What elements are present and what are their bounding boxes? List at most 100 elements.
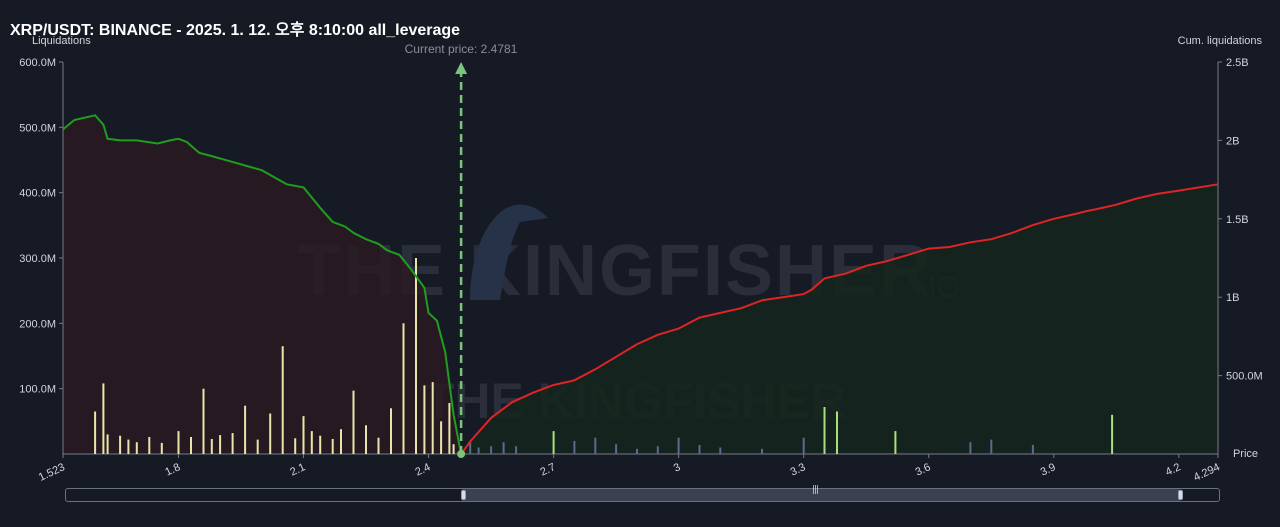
right-tick-label: 1B: [1226, 292, 1239, 304]
liquidation-bar: [202, 388, 205, 454]
liquidation-bar: [402, 323, 405, 454]
x-tick-label: 1.523: [37, 461, 67, 484]
liquidation-bar: [127, 439, 130, 454]
liquidation-bar: [319, 435, 322, 454]
x-tick-label: 4.2: [1164, 461, 1183, 478]
zoom-selection[interactable]: |||: [462, 485, 1180, 501]
zoom-grip-icon[interactable]: |||: [812, 485, 819, 495]
liquidation-bar: [761, 448, 763, 454]
liquidation-bar: [452, 444, 455, 454]
chart-title: XRP/USDT: BINANCE - 2025. 1. 12. 오후 8:10…: [10, 22, 461, 39]
liquidation-bar: [573, 440, 576, 454]
liquidation-bar: [365, 425, 367, 454]
current-price-label: Current price: 2.4781: [405, 42, 518, 56]
liquidation-bar: [331, 439, 334, 454]
liquidation-bar: [1111, 414, 1114, 454]
short-cum-area: [63, 115, 462, 455]
liquidation-bar: [802, 437, 805, 454]
right-axis-label: Cum. liquidations: [1178, 35, 1263, 47]
x-tick-label: 4.294: [1192, 461, 1222, 484]
right-tick-label: 2B: [1226, 135, 1239, 147]
liquidation-bar: [119, 435, 122, 454]
liquidation-bar: [477, 447, 480, 454]
right-tick-label: 2.5B: [1226, 57, 1249, 69]
zoom-slider[interactable]: |||: [65, 485, 1220, 502]
liquidation-bar: [894, 431, 897, 454]
liquidation-bar: [594, 437, 597, 454]
liquidation-bar: [415, 258, 417, 454]
liquidation-bar: [448, 403, 451, 454]
zoom-handle-right[interactable]: [1178, 490, 1183, 500]
liquidation-bar: [231, 433, 234, 454]
liquidation-bar: [281, 346, 284, 454]
zoom-handle-left[interactable]: [461, 490, 466, 500]
liquidation-bar: [302, 416, 305, 454]
liquidation-bar: [990, 439, 993, 454]
liquidation-bar: [698, 444, 701, 454]
liquidation-bars: [94, 258, 1114, 454]
liquidation-bar: [490, 446, 493, 454]
liquidation-bar: [256, 439, 259, 454]
liquidation-bar: [636, 448, 638, 454]
liquidation-bar: [502, 442, 505, 454]
liquidation-bar: [615, 444, 618, 454]
liquidation-bar: [719, 447, 722, 454]
current-price-marker: [455, 62, 468, 458]
liquidation-bar: [469, 440, 472, 454]
left-tick-label: 400.0M: [19, 188, 56, 200]
liquidation-bar: [102, 383, 105, 454]
x-tick-label: 3.9: [1039, 461, 1058, 478]
liquidation-bar: [969, 442, 972, 454]
x-tick-label: 3.3: [789, 461, 808, 478]
left-tick-label: 200.0M: [19, 318, 56, 330]
liquidation-bar: [177, 431, 180, 454]
liquidation-bar: [377, 437, 380, 454]
short-cum-line: [62, 114, 463, 455]
liquidation-bar: [94, 411, 97, 454]
left-tick-label: 300.0M: [19, 253, 56, 265]
liquidation-bar: [677, 437, 680, 454]
liquidation-bar: [160, 442, 163, 454]
x-tick-label: 2.4: [413, 461, 432, 478]
left-tick-label: 100.0M: [19, 384, 56, 396]
liquidation-bar: [352, 390, 355, 454]
liquidation-bar: [310, 431, 313, 454]
liquidation-bar: [423, 385, 426, 454]
liquidation-bar: [294, 438, 297, 454]
liquidation-bar: [836, 411, 838, 454]
liquidation-bar: [823, 407, 826, 454]
right-axis: 500.0M 1B 1.5B 2B 2.5B: [1217, 57, 1263, 454]
liquidation-bar: [190, 437, 192, 454]
long-cum-line: [460, 183, 1219, 455]
liquidation-bar: [135, 442, 138, 454]
liquidation-bar: [656, 446, 659, 454]
liquidation-bar: [244, 405, 247, 454]
x-tick-label: 3: [672, 461, 683, 474]
x-axis: 1.523 1.8 2.1 2.4 2.7 3 3.3 3.6 3.9 4.2 4.294: [37, 453, 1222, 484]
liquidation-bar: [1031, 444, 1034, 454]
current-price-dot: [457, 450, 466, 458]
liquidation-bar: [431, 382, 434, 454]
long-cum-area: [461, 184, 1219, 455]
liquidation-bar: [340, 429, 342, 454]
left-axis-label: Liquidations: [32, 35, 91, 47]
x-tick-label: 2.7: [538, 461, 557, 478]
left-tick-label: 600.0M: [19, 57, 56, 69]
right-tick-label: 1.5B: [1226, 214, 1249, 226]
liquidation-bar: [269, 413, 272, 454]
x-tick-label: 3.6: [914, 461, 933, 478]
liquidation-bar: [219, 435, 222, 454]
liquidation-bar: [148, 437, 151, 454]
liquidation-bar: [552, 431, 555, 454]
left-axis: 100.0M 200.0M 300.0M 400.0M 500.0M 600.0M: [19, 57, 64, 454]
liquidation-bar: [106, 434, 109, 454]
left-tick-label: 500.0M: [19, 122, 56, 134]
x-axis-label: Price: [1233, 448, 1258, 460]
liquidation-bar: [210, 439, 213, 454]
liquidation-bar: [515, 446, 518, 454]
kingfisher-logo-icon: [470, 204, 548, 300]
liquidation-bar: [390, 408, 392, 454]
right-tick-label: 500.0M: [1226, 371, 1263, 383]
x-tick-label: 2.1: [288, 461, 307, 478]
